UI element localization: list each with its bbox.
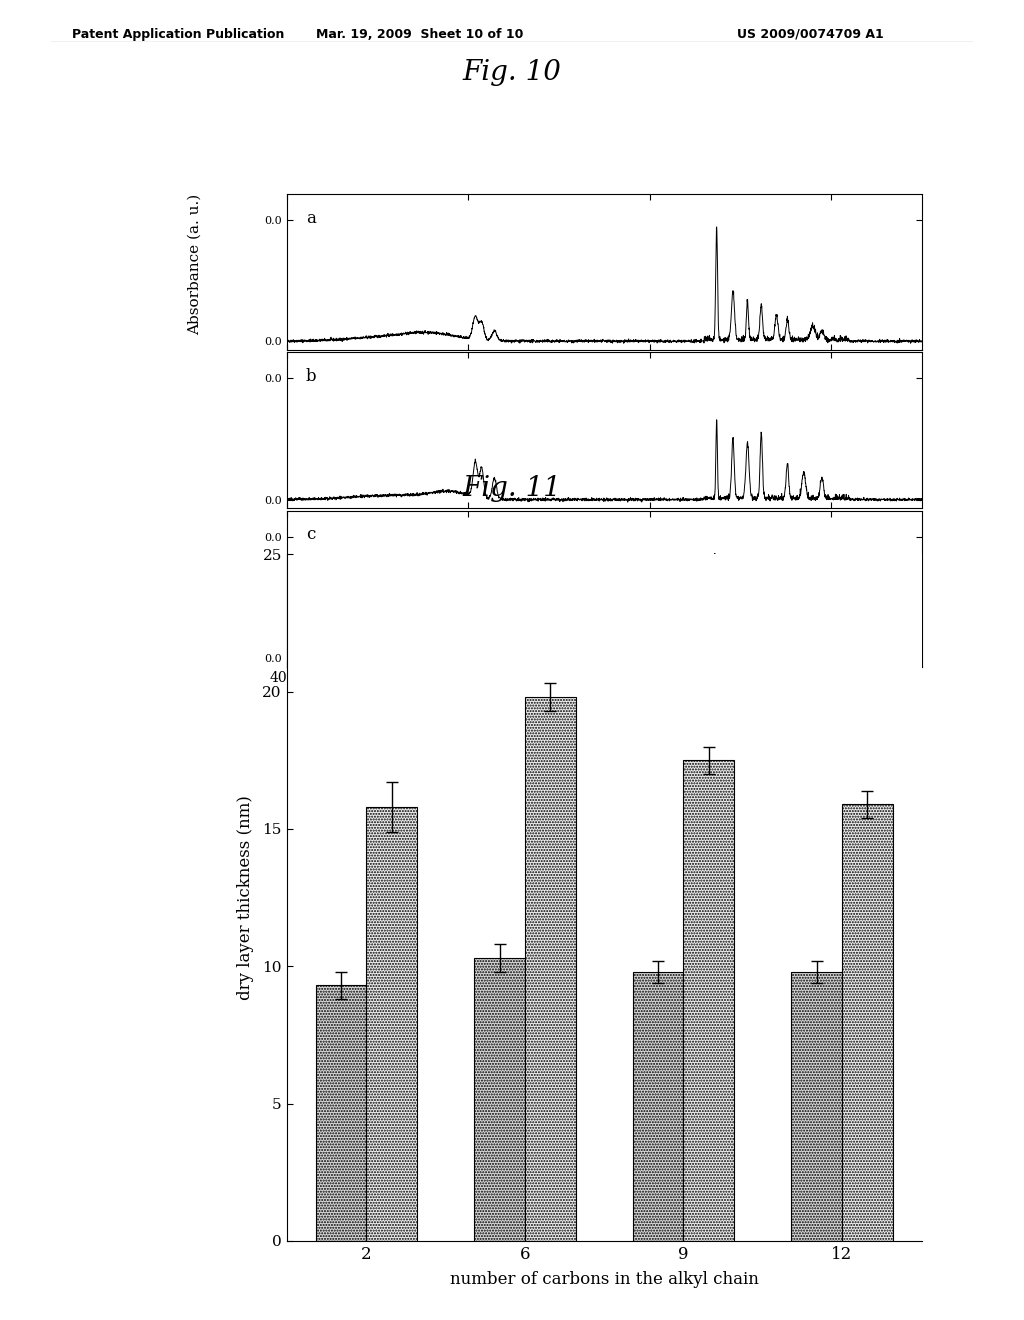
- Text: Mar. 19, 2009  Sheet 10 of 10: Mar. 19, 2009 Sheet 10 of 10: [316, 28, 523, 41]
- Text: Fig. 10: Fig. 10: [463, 59, 561, 86]
- X-axis label: Wavenumber (cm⁻¹): Wavenumber (cm⁻¹): [526, 690, 682, 705]
- Bar: [633, 972, 683, 1241]
- Text: b: b: [306, 368, 316, 385]
- Text: Fig. 11: Fig. 11: [463, 475, 561, 502]
- Bar: [683, 760, 734, 1241]
- Text: US 2009/0074709 A1: US 2009/0074709 A1: [737, 28, 884, 41]
- Text: Patent Application Publication: Patent Application Publication: [72, 28, 284, 41]
- Bar: [367, 807, 417, 1241]
- Bar: [792, 972, 842, 1241]
- Bar: [315, 986, 367, 1241]
- Y-axis label: dry layer thickness (nm): dry layer thickness (nm): [237, 795, 254, 1001]
- Bar: [842, 804, 893, 1241]
- Text: a: a: [306, 210, 315, 227]
- Bar: [525, 697, 575, 1241]
- Bar: [474, 958, 525, 1241]
- Text: Absorbance (a. u.): Absorbance (a. u.): [187, 193, 202, 335]
- X-axis label: number of carbons in the alkyl chain: number of carbons in the alkyl chain: [450, 1271, 759, 1288]
- Text: c: c: [306, 527, 315, 544]
